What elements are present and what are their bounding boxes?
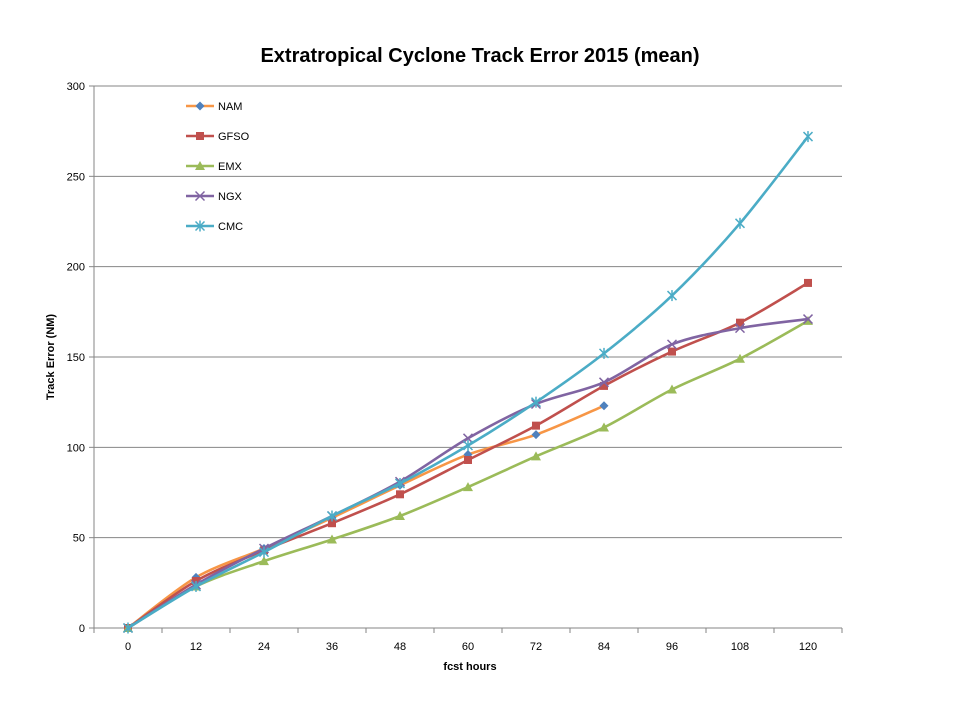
data-point-ngx-stroke xyxy=(598,377,610,388)
x-tick-label: 60 xyxy=(462,641,474,653)
legend-item-gfso: GFSO xyxy=(186,131,250,143)
data-point-emx xyxy=(735,353,745,363)
y-tick-label: 100 xyxy=(67,442,85,454)
data-point-gfso xyxy=(736,318,744,327)
data-point-gfso xyxy=(328,519,336,528)
legend-marker-nam xyxy=(195,101,205,111)
x-tick-label: 84 xyxy=(598,641,610,653)
data-point-ngx xyxy=(462,433,474,444)
legend-item-cmc: CMC xyxy=(186,220,243,233)
legend-label-nam: NAM xyxy=(218,101,242,113)
data-point-cmc xyxy=(122,622,134,634)
legend-item-emx: EMX xyxy=(186,161,243,173)
legend-item-ngx: NGX xyxy=(186,190,243,203)
data-point-cmc xyxy=(326,510,338,522)
x-axis-label: fcst hours xyxy=(443,661,496,673)
data-point-emx xyxy=(395,510,405,520)
series-line-ngx xyxy=(126,317,810,630)
data-point-gfso xyxy=(600,381,608,390)
x-tick-label: 24 xyxy=(258,641,270,653)
y-tick-label: 200 xyxy=(67,262,85,274)
y-tick-label: 50 xyxy=(73,533,85,545)
x-tick-label: 120 xyxy=(799,641,817,653)
x-tick-label: 108 xyxy=(731,641,749,653)
data-point-emx xyxy=(327,534,337,544)
data-point-cmc xyxy=(666,290,678,302)
legend-label-emx: EMX xyxy=(218,161,243,173)
data-point-emx xyxy=(599,422,609,432)
data-point-emx xyxy=(463,482,473,492)
data-point-emx xyxy=(531,451,541,461)
legend-marker-ngx-stroke xyxy=(194,190,206,202)
legend-label-cmc: CMC xyxy=(218,221,243,233)
data-point-gfso xyxy=(804,278,812,287)
data-point-cmc xyxy=(462,440,474,452)
legend-item-nam: NAM xyxy=(186,101,242,113)
x-tick-label: 0 xyxy=(125,641,131,653)
data-point-gfso xyxy=(464,455,472,464)
data-point-nam xyxy=(599,401,609,411)
legend-marker-cmc xyxy=(194,220,206,232)
legend-marker-gfso xyxy=(196,132,204,140)
data-point-cmc xyxy=(598,347,610,359)
data-point-ngx xyxy=(598,377,610,388)
data-point-gfso xyxy=(396,490,404,499)
legend-label-ngx: NGX xyxy=(218,191,243,203)
data-point-ngx-stroke xyxy=(666,339,678,350)
legend-label-gfso: GFSO xyxy=(218,131,250,143)
series-line-nam xyxy=(126,404,606,630)
x-tick-label: 48 xyxy=(394,641,406,653)
legend: NAM GFSO EMX NGX CMC xyxy=(186,101,250,233)
data-point-cmc xyxy=(258,546,270,558)
data-point-ngx xyxy=(666,339,678,350)
y-tick-label: 300 xyxy=(67,81,85,93)
axes: 0 50 100 150 200 250 300 0 12 24 36 48 60 72 84 96 108 12… xyxy=(67,81,843,653)
data-point-cmc xyxy=(734,217,746,229)
x-tick-label: 12 xyxy=(190,641,202,653)
data-point-ngx-stroke xyxy=(802,314,814,325)
chart-title: Extratropical Cyclone Track Error 2015 (… xyxy=(260,45,699,67)
y-tick-label: 0 xyxy=(79,623,85,635)
series-ngx xyxy=(122,314,814,634)
data-point-cmc xyxy=(802,131,814,143)
data-point-gfso xyxy=(532,421,540,430)
data-point-ngx-stroke xyxy=(734,323,746,334)
series-line-emx xyxy=(126,319,810,630)
series-nam xyxy=(123,401,609,633)
series-line-cmc xyxy=(126,135,810,630)
y-tick-label: 250 xyxy=(67,171,85,183)
x-tick-label: 72 xyxy=(530,641,542,653)
series-cmc xyxy=(122,131,814,634)
data-point-cmc xyxy=(530,396,542,408)
data-point-ngx xyxy=(734,323,746,334)
y-tick-label: 150 xyxy=(67,352,85,364)
data-point-nam xyxy=(531,430,541,440)
legend-marker-emx xyxy=(195,161,205,170)
y-axis-label: Track Error (NM) xyxy=(45,314,57,401)
x-tick-label: 96 xyxy=(666,641,678,653)
data-point-gfso xyxy=(668,347,676,356)
data-point-emx xyxy=(259,556,269,566)
data-point-emx xyxy=(667,384,677,394)
x-tick-label: 36 xyxy=(326,641,338,653)
legend-marker-ngx xyxy=(194,190,206,202)
data-point-ngx xyxy=(802,314,814,325)
data-point-cmc xyxy=(394,477,406,489)
data-point-ngx-stroke xyxy=(462,433,474,444)
series-layer xyxy=(122,131,814,634)
gridlines xyxy=(94,85,842,539)
data-point-cmc xyxy=(190,580,202,592)
series-emx xyxy=(123,315,813,632)
